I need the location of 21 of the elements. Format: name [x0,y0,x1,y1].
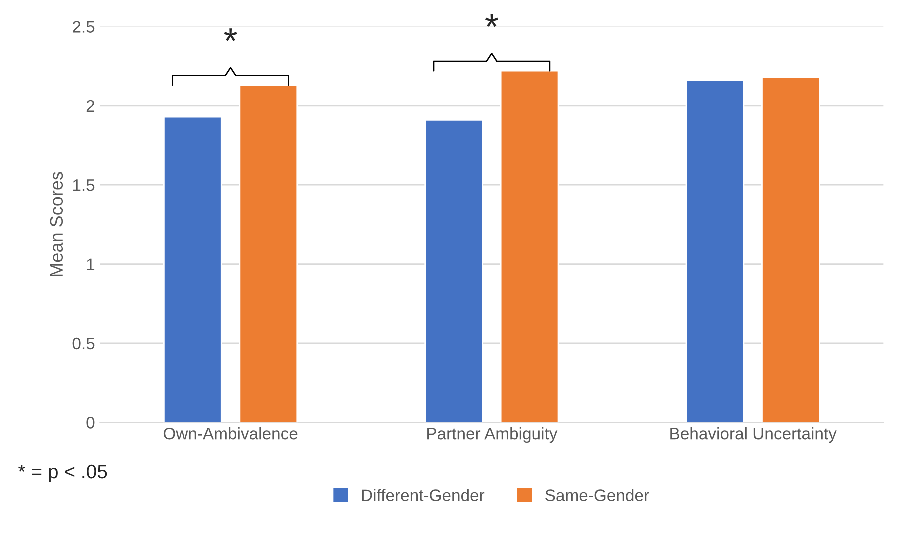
bar [424,119,484,423]
annotation: * [224,28,238,42]
y-tick-label: 2.5 [73,21,95,33]
bar [762,76,820,423]
y-tick-label: 0.5 [72,338,95,350]
y-tick-label: 0 [86,417,95,429]
bar [164,116,222,423]
bar [500,70,560,423]
bar [686,80,745,423]
text: * = p < .05 [18,464,108,483]
y-tick-label: 2 [86,100,95,112]
legend-label: Different-Gender [362,489,485,502]
x-tick-label: Partner Ambiguity [428,428,558,444]
y-axis-title: Mean Scores [50,172,64,276]
legend-label: Same-Gender [546,489,650,502]
annotation: * [485,14,498,28]
bar [239,84,298,423]
x-tick-label: Behavioral Uncertainty [670,428,837,444]
y-tick-label: 1 [87,258,95,270]
y-tick-label: 1.5 [73,180,95,192]
x-tick-label: Own-Ambivalence [164,428,298,440]
